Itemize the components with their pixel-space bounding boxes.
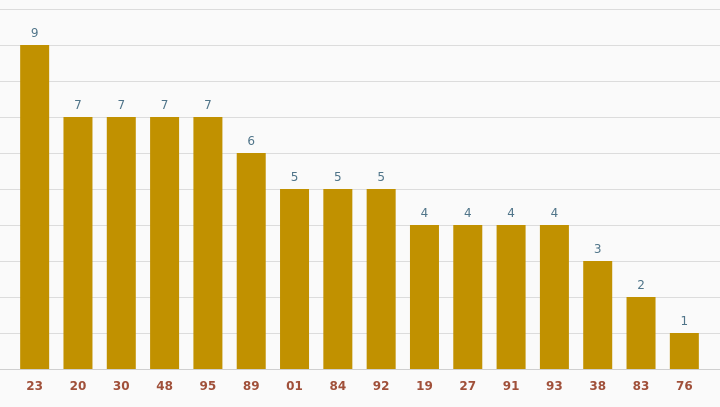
bar-01 bbox=[280, 189, 310, 369]
bar-76 bbox=[669, 333, 699, 369]
x-tick-label-20: 20 bbox=[70, 379, 87, 393]
x-tick-label-30: 30 bbox=[113, 379, 130, 393]
bar-93 bbox=[539, 225, 569, 369]
bar-95 bbox=[193, 117, 223, 369]
bar-91 bbox=[496, 225, 526, 369]
x-tick-label-93: 93 bbox=[546, 379, 563, 393]
value-label-84: 5 bbox=[334, 170, 342, 184]
value-label-23: 9 bbox=[31, 26, 39, 40]
x-tick-label-89: 89 bbox=[243, 379, 260, 393]
x-tick-label-84: 84 bbox=[329, 379, 346, 393]
x-tick-labels: 23 20 30 48 95 89 01 84 92 19 27 91 93 38 83 76 bbox=[26, 379, 692, 393]
value-label-89: 6 bbox=[247, 134, 255, 148]
x-tick-label-23: 23 bbox=[26, 379, 43, 393]
bars bbox=[20, 45, 699, 369]
bar-30 bbox=[106, 117, 136, 369]
value-label-93: 4 bbox=[551, 206, 559, 220]
x-tick-label-48: 48 bbox=[156, 379, 173, 393]
x-tick-label-27: 27 bbox=[459, 379, 476, 393]
value-label-48: 7 bbox=[161, 98, 169, 112]
x-tick-label-01: 01 bbox=[286, 379, 303, 393]
value-label-38: 3 bbox=[594, 242, 602, 256]
x-tick-label-91: 91 bbox=[503, 379, 520, 393]
value-label-95: 7 bbox=[204, 98, 212, 112]
value-label-19: 4 bbox=[421, 206, 429, 220]
x-tick-label-83: 83 bbox=[633, 379, 650, 393]
value-label-01: 5 bbox=[291, 170, 299, 184]
bar-27 bbox=[453, 225, 483, 369]
x-tick-label-76: 76 bbox=[676, 379, 693, 393]
bar-20 bbox=[63, 117, 93, 369]
bar-38 bbox=[583, 261, 613, 369]
bar-84 bbox=[323, 189, 353, 369]
bar-23 bbox=[20, 45, 50, 369]
value-label-27: 4 bbox=[464, 206, 472, 220]
bar-89 bbox=[236, 153, 266, 369]
bar-83 bbox=[626, 297, 656, 369]
bar-19 bbox=[409, 225, 439, 369]
x-tick-label-95: 95 bbox=[200, 379, 217, 393]
x-tick-label-38: 38 bbox=[589, 379, 606, 393]
value-label-92: 5 bbox=[377, 170, 385, 184]
bar-92 bbox=[366, 189, 396, 369]
value-label-91: 4 bbox=[507, 206, 515, 220]
value-labels: 9 7 7 7 7 6 5 5 5 4 4 4 4 3 2 1 bbox=[31, 26, 688, 328]
value-label-20: 7 bbox=[74, 98, 82, 112]
bar-48 bbox=[150, 117, 180, 369]
value-label-76: 1 bbox=[681, 314, 689, 328]
value-label-30: 7 bbox=[117, 98, 125, 112]
x-tick-label-19: 19 bbox=[416, 379, 433, 393]
value-label-83: 2 bbox=[637, 278, 645, 292]
x-tick-label-92: 92 bbox=[373, 379, 390, 393]
